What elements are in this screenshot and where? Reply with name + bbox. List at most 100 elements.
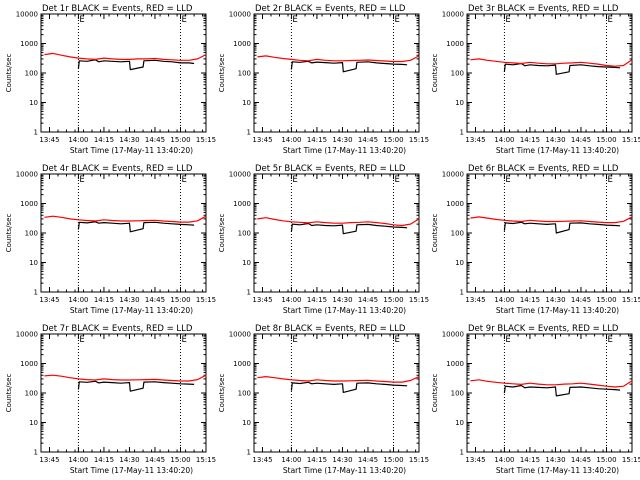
chart-panel-3: Det 3r BLACK = Events, RED = LLD 1 10 100 10…: [431, 4, 640, 155]
x-tick-label: 14:45: [571, 456, 591, 464]
series-line-lld: [257, 217, 420, 227]
x-tick-label: 15:00: [170, 296, 190, 304]
y-axis-label: Counts/sec: [431, 374, 439, 413]
plot-frame: [466, 173, 633, 293]
y-tick-label: 10: [29, 419, 38, 427]
time-marker-label: E: [394, 15, 399, 25]
x-tick-label: 15:00: [383, 456, 403, 464]
x-tick-label: 15:00: [383, 296, 403, 304]
x-tick-label: 14:00: [281, 296, 301, 304]
x-tick-label: 13:45: [465, 456, 485, 464]
y-tick-label: 1: [460, 289, 464, 297]
time-marker-label: E: [607, 335, 612, 345]
chart-title: Det 4r BLACK = Events, RED = LLD: [42, 164, 193, 174]
time-marker-label: E: [79, 15, 84, 25]
y-tick-label: 10: [455, 99, 464, 107]
series-line-events: [77, 59, 195, 71]
chart-title: Det 2r BLACK = Events, RED = LLD: [255, 4, 406, 14]
chart-panel-6: Det 6r BLACK = Events, RED = LLD 1 10 100 10…: [431, 164, 640, 315]
x-tick-label: 13:45: [39, 456, 59, 464]
y-tick-label: 1: [460, 449, 464, 457]
chart-title: Det 6r BLACK = Events, RED = LLD: [468, 164, 619, 174]
chart-panel-5: Det 5r BLACK = Events, RED = LLD 1 10 100 10…: [218, 164, 429, 315]
x-tick-label: 15:00: [170, 136, 190, 144]
y-tick-label: 100: [451, 390, 464, 398]
x-tick-label: 15:15: [409, 456, 429, 464]
y-tick-label: 1: [247, 129, 251, 137]
chart-title: Det 5r BLACK = Events, RED = LLD: [255, 164, 406, 174]
y-tick-label: 100: [238, 70, 251, 78]
y-axis-label: Counts/sec: [218, 374, 226, 413]
time-marker-label: E: [292, 15, 297, 25]
time-marker-label: E: [505, 335, 510, 345]
plot-frame: [253, 173, 420, 293]
x-tick-label: 15:15: [409, 136, 429, 144]
y-tick-label: 1000: [20, 200, 38, 208]
x-tick-label: 14:15: [94, 296, 114, 304]
x-axis-label: Start Time (17-May-11 13:40:20): [283, 146, 406, 155]
x-tick-label: 15:00: [596, 456, 616, 464]
x-tick-label: 14:00: [281, 456, 301, 464]
x-tick-label: 13:45: [252, 296, 272, 304]
x-axis-label: Start Time (17-May-11 13:40:20): [70, 306, 193, 315]
y-tick-label: 10: [29, 259, 38, 267]
y-axis-label: Counts/sec: [5, 214, 13, 253]
series-line-lld: [470, 216, 633, 224]
series-line-events: [290, 60, 408, 73]
x-tick-label: 14:30: [545, 296, 565, 304]
series-line-events: [77, 221, 195, 233]
y-tick-label: 10000: [229, 171, 251, 179]
x-tick-label: 15:00: [596, 136, 616, 144]
x-tick-label: 13:45: [465, 136, 485, 144]
time-marker-label: E: [292, 175, 297, 185]
time-marker-label: E: [394, 335, 399, 345]
x-tick-label: 13:45: [39, 136, 59, 144]
time-marker-label: E: [181, 15, 186, 25]
series-line-lld: [44, 374, 207, 382]
x-axis-label: Start Time (17-May-11 13:40:20): [70, 466, 193, 475]
x-axis-label: Start Time (17-May-11 13:40:20): [496, 306, 619, 315]
y-tick-label: 10000: [229, 11, 251, 19]
y-axis-label: Counts/sec: [431, 54, 439, 93]
y-tick-label: 1: [34, 129, 38, 137]
series-line-lld: [44, 215, 207, 223]
x-tick-label: 14:30: [545, 456, 565, 464]
chart-panel-2: Det 2r BLACK = Events, RED = LLD 1 10 100 10…: [218, 4, 429, 155]
y-tick-label: 1000: [20, 360, 38, 368]
x-tick-label: 14:15: [520, 136, 540, 144]
chart-title: Det 7r BLACK = Events, RED = LLD: [42, 324, 193, 334]
y-tick-label: 10000: [442, 171, 464, 179]
series-line-events: [503, 221, 621, 234]
y-tick-label: 100: [238, 230, 251, 238]
x-tick-label: 14:45: [358, 456, 378, 464]
x-tick-label: 13:45: [39, 296, 59, 304]
x-tick-label: 14:15: [307, 136, 327, 144]
time-marker-label: E: [394, 175, 399, 185]
y-tick-label: 10000: [442, 331, 464, 339]
y-tick-label: 1: [34, 289, 38, 297]
chart-panel-4: Det 4r BLACK = Events, RED = LLD 1 10 100 10…: [5, 164, 216, 315]
time-marker-label: E: [79, 335, 84, 345]
x-tick-label: 14:45: [358, 296, 378, 304]
series-line-events: [290, 222, 408, 235]
x-axis-label: Start Time (17-May-11 13:40:20): [496, 466, 619, 475]
x-tick-label: 13:45: [252, 136, 272, 144]
y-tick-label: 10: [242, 99, 251, 107]
x-tick-label: 14:30: [332, 456, 352, 464]
x-tick-label: 14:45: [571, 296, 591, 304]
y-tick-label: 1000: [446, 200, 464, 208]
x-tick-label: 14:15: [94, 456, 114, 464]
chart-title: Det 9r BLACK = Events, RED = LLD: [468, 324, 619, 334]
x-tick-label: 14:00: [494, 296, 514, 304]
y-axis-label: Counts/sec: [431, 214, 439, 253]
x-tick-label: 15:15: [196, 296, 216, 304]
y-tick-label: 1000: [20, 40, 38, 48]
series-line-lld: [257, 55, 420, 63]
x-tick-label: 15:15: [622, 296, 640, 304]
y-tick-label: 1: [460, 129, 464, 137]
plot-frame: [466, 13, 633, 133]
x-tick-label: 15:15: [196, 136, 216, 144]
x-tick-label: 14:00: [68, 136, 88, 144]
x-axis-label: Start Time (17-May-11 13:40:20): [70, 146, 193, 155]
x-tick-label: 15:00: [170, 456, 190, 464]
